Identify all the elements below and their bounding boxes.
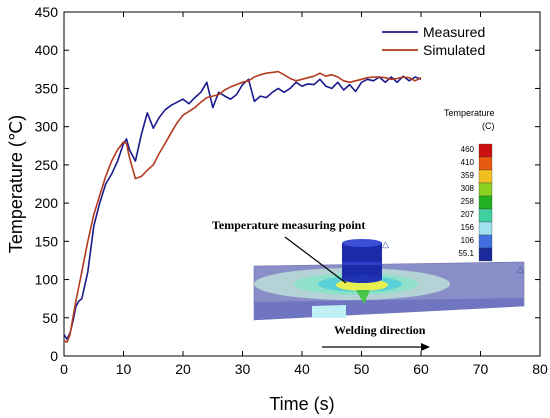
series-line-measured: [63, 75, 422, 340]
colorbar-label: 156: [461, 223, 475, 232]
x-tick-label: 10: [116, 361, 132, 377]
y-tick-label: 300: [35, 119, 59, 135]
series-line-simulated: [63, 70, 422, 343]
colorbar-swatch: [478, 195, 493, 210]
y-tick-label: 0: [50, 348, 58, 364]
x-tick-label: 30: [235, 361, 251, 377]
colorbar-label: 410: [461, 158, 475, 167]
colorbar-swatch: [478, 208, 493, 223]
colorbar-unit: (C): [482, 121, 495, 131]
legend-label-measured: Measured: [423, 24, 485, 40]
svg-text:△: △: [517, 264, 524, 274]
x-axis-title: Time (s): [269, 394, 334, 414]
x-tick-label: 50: [354, 361, 370, 377]
y-tick-label: 250: [35, 157, 59, 173]
axis-tick-labels: 0 10 20 30 40 50 60 70 80 0 50 100 150 200 250 300 350 40…: [35, 4, 548, 377]
y-tick-label: 450: [35, 4, 59, 20]
inset-measuring-point-label: Temperature measuring point: [212, 218, 365, 232]
y-tick-label: 150: [35, 233, 59, 249]
axis-ticks: [63, 11, 541, 357]
series-lines: [63, 70, 422, 343]
colorbar-label: 359: [461, 171, 475, 180]
inset-pointer-line: [284, 236, 347, 284]
colorbar-swatch: [478, 156, 493, 171]
x-tick-label: 60: [413, 361, 429, 377]
colorbar-swatch: [478, 143, 493, 158]
y-tick-label: 200: [35, 195, 59, 211]
x-tick-label: 80: [532, 361, 548, 377]
colorbar-swatch: [478, 234, 493, 249]
y-tick-label: 400: [35, 42, 59, 58]
y-axis-title: Temperature (℃): [6, 115, 26, 253]
colorbar-label: 460: [461, 145, 475, 154]
colorbar-title: Temperature: [444, 108, 495, 118]
legend-label-simulated: Simulated: [423, 42, 485, 58]
colorbar-swatch: [478, 221, 493, 236]
colorbar: Temperature (C) 460 410 359 308 258 207 156 106…: [444, 108, 495, 262]
x-tick-label: 70: [473, 361, 489, 377]
colorbar-label: 308: [461, 184, 475, 193]
x-tick-label: 40: [294, 361, 310, 377]
x-tick-label: 0: [60, 361, 68, 377]
colorbar-swatch: [478, 182, 493, 197]
svg-text:△: △: [382, 239, 389, 249]
legend: Measured Simulated: [382, 24, 485, 58]
colorbar-label: 106: [461, 236, 475, 245]
y-tick-label: 50: [42, 310, 58, 326]
colorbar-swatch: [478, 169, 493, 184]
inset-direction-label: Welding direction: [334, 323, 426, 337]
colorbar-swatch: [478, 247, 493, 262]
y-tick-label: 350: [35, 80, 59, 96]
inset-tool-body: [342, 243, 382, 279]
y-tick-label: 100: [35, 272, 59, 288]
colorbar-label: 55.1: [458, 249, 474, 258]
colorbar-label: 258: [461, 197, 475, 206]
colorbar-label: 207: [461, 210, 475, 219]
inset-fem-model: △ △ Temperature measuring point Welding …: [212, 218, 525, 351]
x-tick-label: 20: [175, 361, 191, 377]
